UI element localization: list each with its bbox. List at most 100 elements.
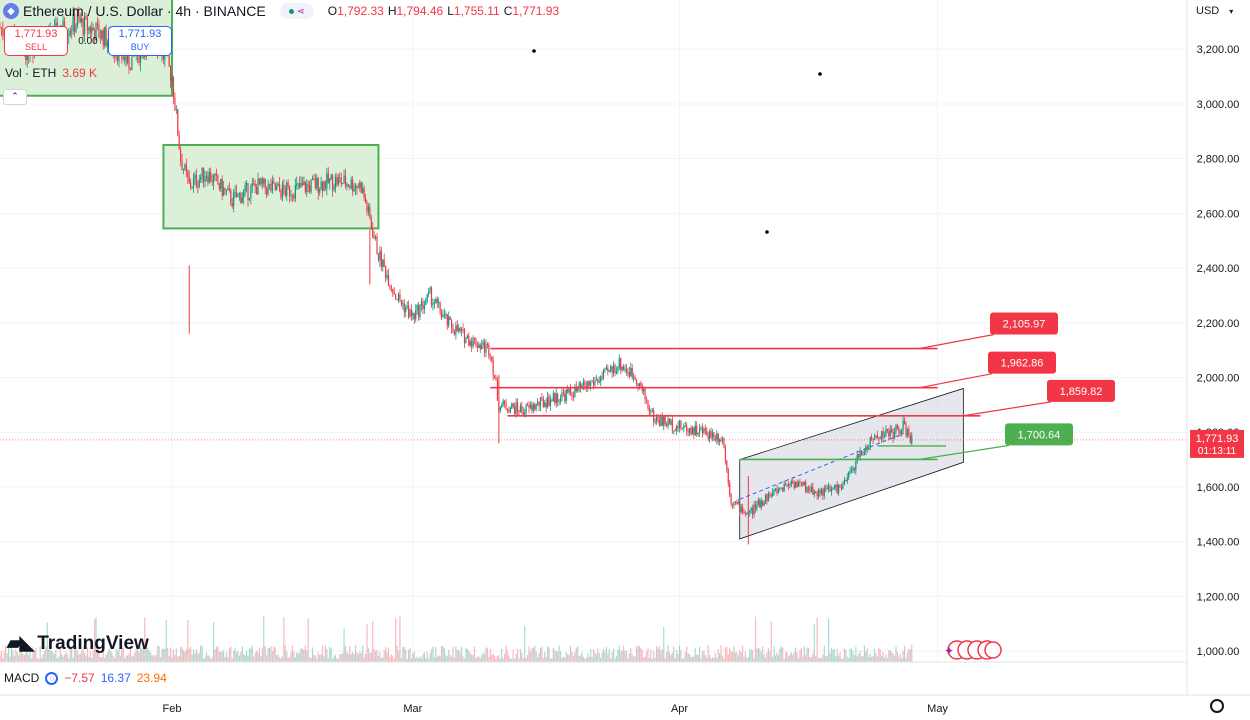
volume-bar [461, 646, 463, 662]
volume-bar [559, 651, 562, 662]
candle-body [604, 368, 606, 370]
volume-bar [539, 647, 542, 662]
candle-body [96, 23, 99, 25]
volume-bar [280, 658, 282, 662]
candle-body [362, 188, 364, 193]
candle-body [254, 183, 256, 187]
sell-button[interactable]: 1,771.93 SELL [4, 26, 68, 56]
indicator-settings-icon[interactable]: ◌ [45, 671, 59, 685]
brand-name: TradingView [37, 632, 149, 654]
volume-bar [764, 657, 767, 662]
currency-selector[interactable]: USD ▾ [1196, 5, 1233, 17]
volume-bar [119, 655, 122, 662]
candle-body [779, 488, 781, 490]
candle-body [181, 161, 183, 170]
candle-body [600, 376, 602, 382]
symbol-title[interactable]: Ethereum / U.S. Dollar · 4h · BINANCE [23, 3, 266, 19]
volume-bar [309, 657, 311, 662]
candle-body [241, 197, 243, 203]
volume-bar [588, 657, 590, 662]
candle-body [205, 176, 208, 178]
volume-bar [224, 657, 226, 662]
volume-bar [385, 647, 387, 662]
volume-bar [706, 657, 708, 662]
volume-bar [418, 658, 420, 662]
candle-body [465, 337, 467, 344]
candle-body [293, 196, 295, 199]
volume-bar [283, 617, 285, 662]
candle-body [263, 178, 265, 184]
volume-bar [83, 652, 86, 662]
candle-body [69, 30, 71, 35]
volume-bar [344, 645, 347, 662]
volume-bar [81, 650, 83, 662]
level-label-box[interactable] [988, 351, 1056, 374]
candle-body [386, 275, 388, 278]
volume-bar [886, 658, 888, 662]
volume-bar [336, 658, 338, 662]
tradingview-logo[interactable]: ▰◣ TradingView [7, 632, 149, 655]
candle-body [429, 287, 431, 292]
candle-body [506, 409, 509, 412]
last-price-badge[interactable] [1190, 429, 1244, 458]
candle-body [106, 42, 109, 47]
volume-bar [238, 655, 241, 662]
volume-bar [135, 649, 137, 662]
candle-body [567, 389, 569, 393]
volume-bar [75, 646, 77, 662]
volume-bar [43, 651, 46, 662]
candle-body [815, 491, 817, 494]
candle-body [515, 402, 517, 415]
level-label-box[interactable] [990, 312, 1058, 335]
candle-body [863, 451, 866, 455]
level-label-box[interactable] [1047, 379, 1115, 402]
volume-bar [489, 648, 491, 662]
candle-body [895, 425, 897, 432]
candle-body [826, 488, 828, 490]
volume-bar [591, 657, 593, 662]
chart-settings-icon[interactable] [1210, 699, 1224, 713]
live-indicator-button[interactable]: ⋖ [279, 3, 314, 19]
candle-body [855, 461, 857, 471]
volume-bar [48, 649, 50, 662]
last-price-label: 1,771.93 [1196, 433, 1239, 445]
volume-bar [310, 658, 312, 662]
level-pointer [962, 401, 1052, 417]
volume-bar [333, 656, 335, 662]
price-channel[interactable] [739, 387, 964, 540]
candle-body [463, 329, 466, 344]
volume-bar [496, 655, 499, 662]
candle-body [558, 401, 560, 403]
volume-bar [69, 648, 71, 662]
buy-button[interactable]: 1,771.93 BUY [108, 26, 172, 56]
volume-bar [85, 655, 87, 662]
candle-body [277, 183, 279, 187]
volume-bar [293, 650, 295, 662]
candle-body [0, 27, 3, 29]
candle-body [631, 367, 633, 378]
candle-body [316, 177, 318, 189]
volume-bar [78, 654, 80, 662]
volume-bar [678, 645, 681, 662]
candle-body [221, 178, 223, 196]
collapse-legend-button[interactable]: ⌃ [3, 89, 27, 105]
volume-bar [68, 658, 70, 662]
candle-body [697, 432, 699, 435]
volume-bar [472, 655, 474, 662]
candle-body [776, 488, 778, 494]
y-tick-label: 1,200.00 [1197, 591, 1240, 603]
candle-body [238, 193, 241, 195]
candle-body [762, 501, 764, 506]
volume-bar [536, 657, 539, 662]
candle-body [278, 183, 281, 191]
volume-bar [548, 647, 550, 662]
candle-body [869, 437, 871, 449]
volume-bar [633, 656, 635, 662]
flag-icons[interactable]: ✦ [944, 640, 1002, 660]
volume-bar [66, 653, 68, 662]
volume-bar [666, 651, 668, 662]
candle-body [339, 177, 341, 178]
volume-bar [514, 658, 516, 662]
volume-bar [6, 653, 8, 662]
